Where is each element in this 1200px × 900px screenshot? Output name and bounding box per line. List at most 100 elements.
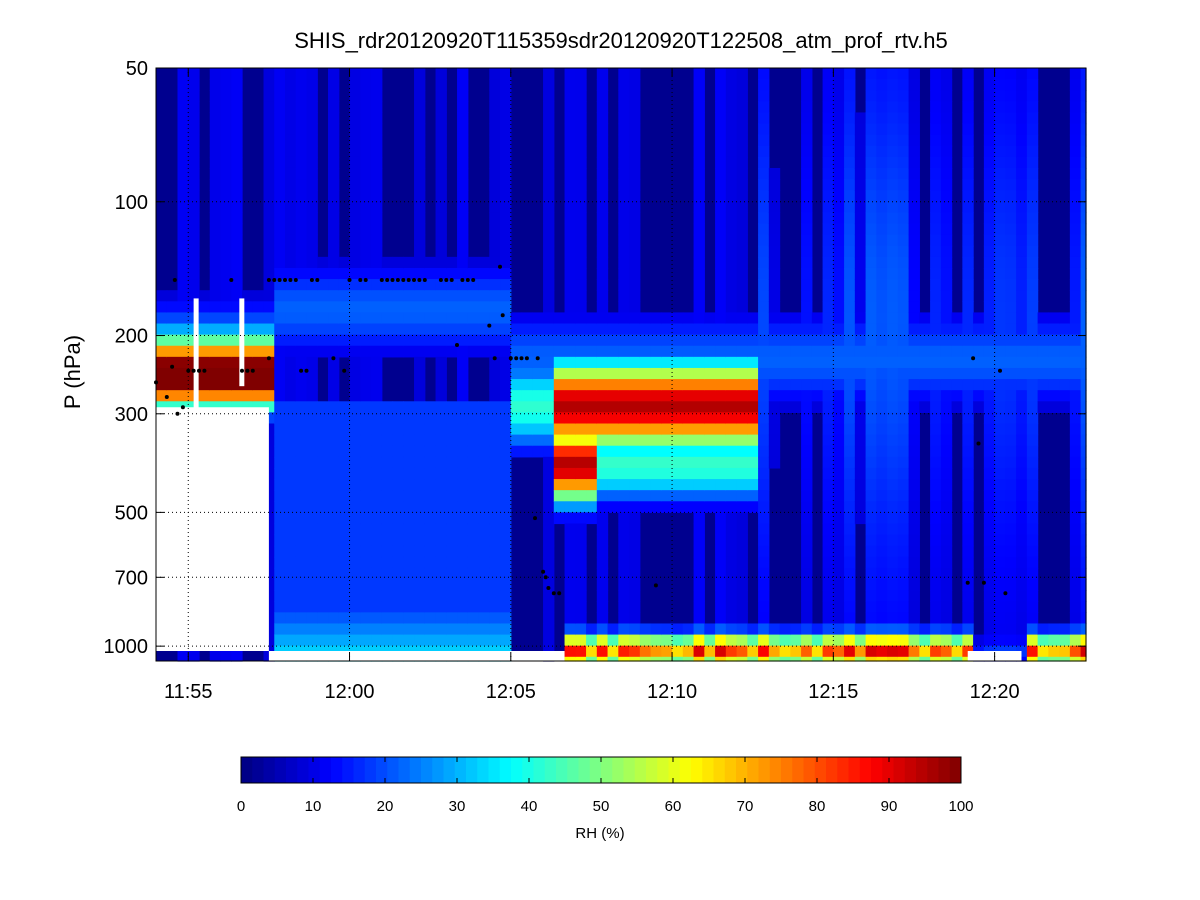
heatmap-cell [1016, 467, 1028, 480]
marker-point [981, 580, 986, 585]
heatmap-cell [177, 179, 189, 191]
heatmap-cell [295, 490, 308, 502]
heatmap-cell [844, 423, 856, 436]
heatmap-cell [801, 256, 813, 269]
heatmap-cell [736, 645, 748, 658]
heatmap-cell [478, 312, 490, 325]
heatmap-cell [994, 556, 1006, 569]
heatmap-cell [435, 356, 447, 369]
heatmap-cell [156, 334, 168, 347]
heatmap-cell [1059, 390, 1071, 402]
heatmap-cell [983, 68, 996, 80]
heatmap-cell [897, 223, 910, 236]
heatmap-cell [833, 579, 845, 591]
heatmap-cell [682, 345, 695, 358]
heatmap-cell [618, 123, 630, 136]
heatmap-cell [1069, 112, 1082, 125]
heatmap-cell [618, 579, 630, 591]
heatmap-cell [220, 123, 232, 136]
heatmap-cell [349, 123, 361, 136]
x-axis: 11:55 12:00 12:05 12:10 12:15 12:20 [164, 68, 1020, 703]
heatmap-cell [328, 634, 340, 647]
heatmap-cell [231, 256, 243, 269]
heatmap-cell [274, 390, 286, 402]
heatmap-cell [274, 79, 286, 91]
colorbar-swatch [409, 757, 422, 783]
heatmap-cell [424, 479, 437, 491]
heatmap-cell [1080, 367, 1087, 380]
heatmap-cell [693, 656, 705, 662]
heatmap-cell [295, 423, 308, 436]
x-tick-label: 12:20 [970, 681, 1020, 703]
heatmap-cell [865, 256, 877, 269]
heatmap-cell [704, 345, 716, 358]
heatmap-cell [274, 190, 286, 202]
heatmap-cell [618, 645, 630, 658]
marker-point [543, 575, 548, 580]
heatmap-cell [930, 412, 942, 425]
marker-point [170, 364, 175, 369]
heatmap-cell [349, 379, 361, 391]
heatmap-cell [564, 212, 576, 225]
heatmap-cell [403, 412, 415, 425]
heatmap-cell [317, 490, 329, 502]
heatmap-cell [865, 467, 877, 480]
heatmap-cell [403, 334, 415, 347]
heatmap-cell [725, 623, 738, 636]
heatmap-cell [467, 290, 480, 302]
heatmap-cell [822, 579, 834, 591]
heatmap-cell [285, 634, 297, 647]
heatmap-cell [930, 123, 942, 136]
heatmap-cell [338, 567, 351, 580]
heatmap-cell [618, 512, 630, 525]
heatmap-cell [349, 290, 361, 302]
heatmap-cell [274, 323, 286, 336]
x-tick-label: 12:00 [324, 681, 374, 703]
heatmap-cell [371, 145, 383, 158]
heatmap-cell [295, 601, 308, 613]
heatmap-cell [758, 367, 770, 380]
heatmap-cell [758, 167, 770, 180]
heatmap-cell [1005, 445, 1017, 458]
heatmap-cell [1005, 279, 1017, 291]
heatmap-cell [865, 312, 877, 325]
heatmap-cell [306, 212, 318, 225]
heatmap-cell [328, 579, 340, 591]
heatmap-cell [887, 556, 899, 569]
missing-data-strip [239, 298, 245, 387]
heatmap-cell [349, 112, 361, 125]
heatmap-cell [285, 279, 297, 291]
heatmap-cell [994, 112, 1006, 125]
heatmap-cell [306, 134, 318, 147]
heatmap-cell [381, 579, 394, 591]
heatmap-cell [274, 201, 286, 214]
heatmap-cell [930, 190, 942, 202]
heatmap-cell [575, 479, 587, 491]
heatmap-cell [1037, 645, 1049, 658]
heatmap-cell [338, 512, 351, 525]
heatmap-cell [779, 390, 791, 402]
heatmap-cell [951, 312, 963, 325]
heatmap-cell [510, 445, 523, 458]
heatmap-cell [844, 590, 856, 602]
heatmap-cell [403, 290, 415, 302]
heatmap-cell [1026, 179, 1039, 191]
heatmap-cell [758, 323, 770, 336]
heatmap-cell [747, 367, 759, 380]
heatmap-cell [586, 390, 598, 402]
heatmap-cell [801, 634, 813, 647]
heatmap-cell [1026, 590, 1039, 602]
heatmap-cell [371, 567, 383, 580]
heatmap-cell [897, 301, 910, 314]
heatmap-cell [940, 523, 953, 536]
heatmap-cell [801, 345, 813, 358]
heatmap-cell [951, 634, 963, 647]
heatmap-cell [478, 501, 490, 513]
heatmap-cell [908, 479, 920, 491]
heatmap-cell [983, 512, 996, 525]
heatmap-cell [156, 367, 168, 380]
heatmap-cell [381, 345, 394, 358]
heatmap-cell [328, 367, 340, 380]
heatmap-cell [887, 545, 899, 558]
heatmap-cell [166, 367, 179, 380]
